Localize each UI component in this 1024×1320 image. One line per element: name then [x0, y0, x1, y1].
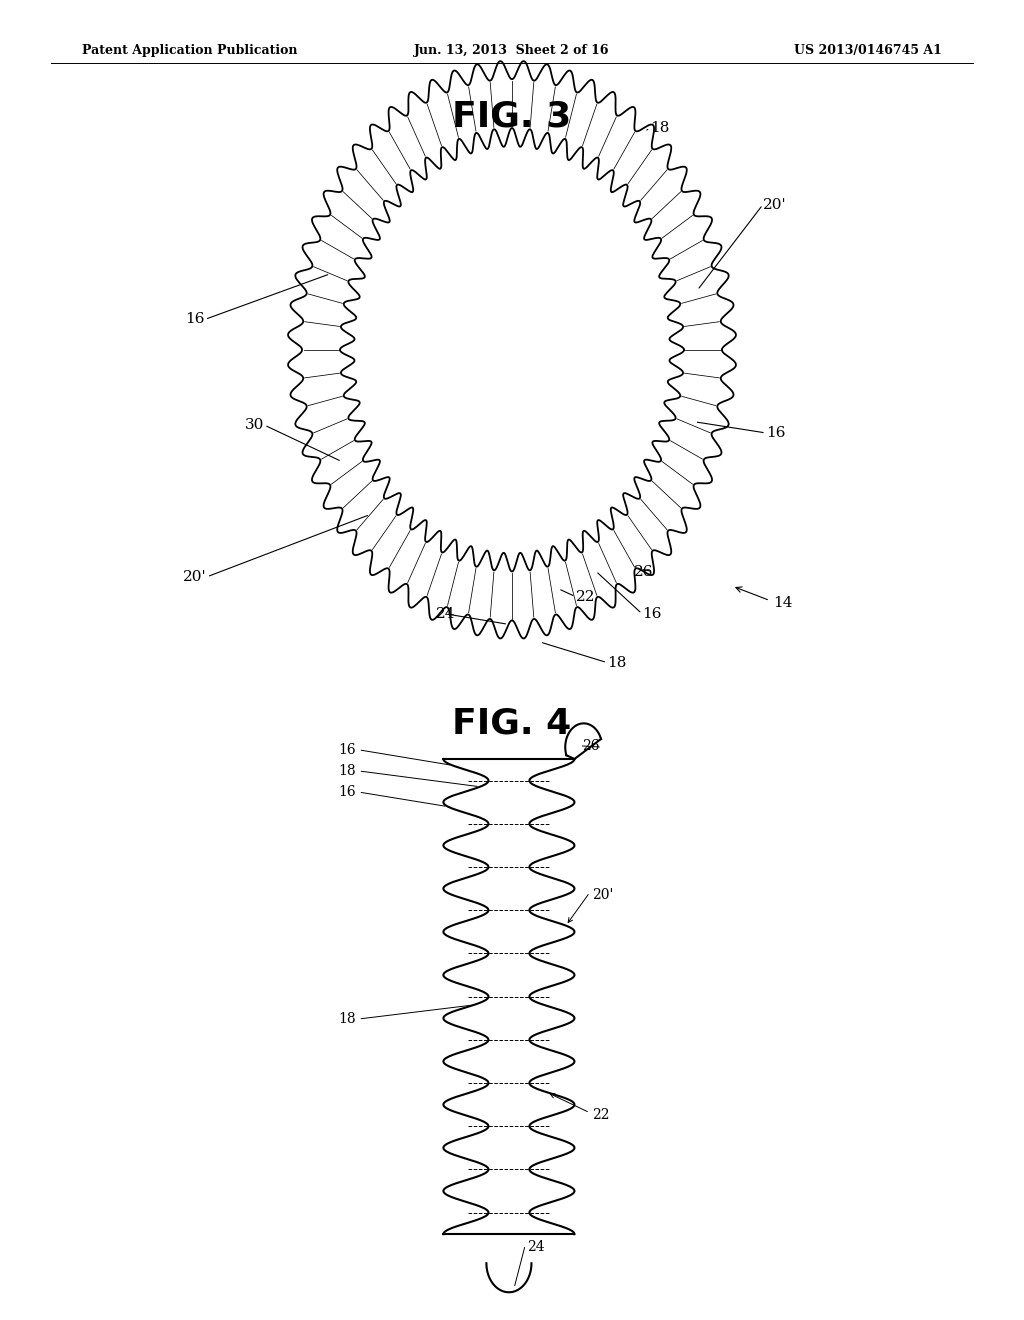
Text: FIG. 4: FIG. 4: [453, 706, 571, 741]
Text: 18: 18: [650, 121, 670, 135]
Text: 22: 22: [592, 1109, 609, 1122]
Polygon shape: [288, 61, 736, 639]
Text: 16: 16: [642, 607, 662, 620]
Text: 22: 22: [575, 590, 595, 603]
Text: 14: 14: [773, 597, 793, 610]
Text: 16: 16: [339, 743, 356, 756]
Text: 26: 26: [582, 739, 599, 752]
Text: 26: 26: [634, 565, 653, 578]
Text: 20': 20': [763, 198, 786, 211]
Text: US 2013/0146745 A1: US 2013/0146745 A1: [795, 44, 942, 57]
Text: Patent Application Publication: Patent Application Publication: [82, 44, 297, 57]
Text: 24: 24: [435, 607, 456, 620]
Text: 24: 24: [527, 1241, 545, 1254]
Text: 18: 18: [339, 1012, 356, 1026]
Text: Jun. 13, 2013  Sheet 2 of 16: Jun. 13, 2013 Sheet 2 of 16: [415, 44, 609, 57]
Text: 16: 16: [339, 785, 356, 799]
Text: 16: 16: [185, 313, 205, 326]
Text: FIG. 3: FIG. 3: [453, 99, 571, 133]
Text: 18: 18: [607, 656, 627, 669]
Text: 18: 18: [339, 764, 356, 777]
Text: 20': 20': [592, 888, 613, 902]
Text: 16: 16: [766, 426, 785, 440]
Text: 20': 20': [183, 570, 207, 583]
Text: 30: 30: [245, 418, 264, 432]
